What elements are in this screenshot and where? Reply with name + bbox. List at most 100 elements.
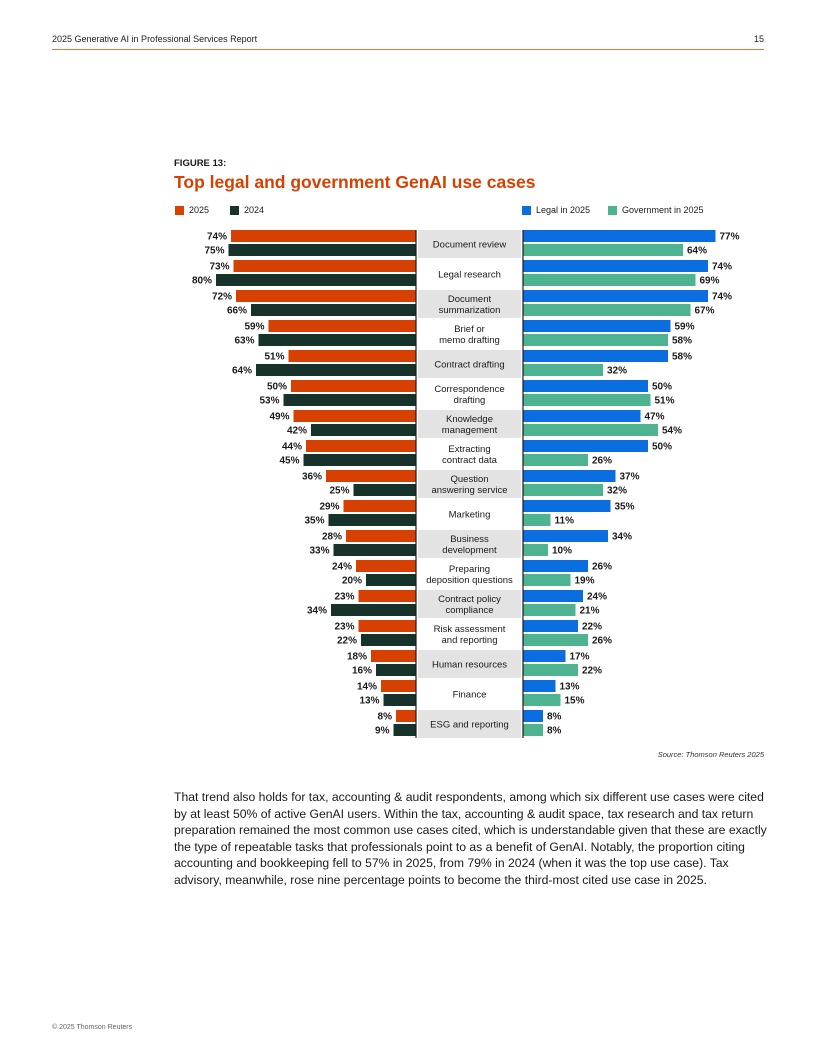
- value-label-legal-in-2025-correspondence-drafting: 50%: [652, 382, 672, 393]
- bar-legal-in-2025-marketing: [523, 500, 611, 512]
- bar-2025-document-review: [231, 230, 416, 242]
- value-label-government-in-2025-preparing-deposition-questions: 19%: [575, 576, 595, 587]
- legend-label-legal: Legal in 2025: [536, 205, 591, 215]
- category-cell-brief-or-memo-drafting: [418, 320, 521, 348]
- category-label-marketing: Marketing: [449, 510, 491, 521]
- bar-legal-in-2025-contract-drafting: [523, 350, 668, 362]
- value-label-2025-contract-drafting: 51%: [264, 352, 284, 363]
- category-label-line: ESG and reporting: [430, 720, 509, 731]
- bar-2025-legal-research: [233, 260, 416, 272]
- value-label-government-in-2025-knowledge-management: 54%: [662, 426, 682, 437]
- value-label-legal-in-2025-question-answering-service: 37%: [620, 472, 640, 483]
- value-label-2024-preparing-deposition-questions: 20%: [342, 576, 362, 587]
- value-label-2024-finance: 13%: [359, 696, 379, 707]
- category-label-line: Knowledge: [446, 414, 493, 425]
- bar-legal-in-2025-business-development: [523, 530, 608, 542]
- bar-government-in-2025-correspondence-drafting: [523, 394, 651, 406]
- category-cell-document-summarization: [418, 290, 521, 318]
- category-label-document-summarization: Document summarization: [439, 294, 501, 316]
- bar-government-in-2025-contract-drafting: [523, 364, 603, 376]
- category-label-correspondence-drafting: Correspondence drafting: [434, 384, 504, 406]
- bar-legal-in-2025-preparing-deposition-questions: [523, 560, 588, 572]
- bar-government-in-2025-marketing: [523, 514, 551, 526]
- bar-legal-in-2025-finance: [523, 680, 556, 692]
- value-label-legal-in-2025-brief-or-memo-drafting: 59%: [675, 322, 695, 333]
- bar-government-in-2025-knowledge-management: [523, 424, 658, 436]
- value-label-legal-in-2025-knowledge-management: 47%: [645, 412, 665, 423]
- value-label-2025-finance: 14%: [357, 682, 377, 693]
- value-label-2024-human-resources: 16%: [352, 666, 372, 677]
- category-label-contract-policy-compliance: Contract policy compliance: [438, 594, 501, 616]
- category-label-line: Legal research: [438, 270, 501, 281]
- value-label-2024-question-answering-service: 25%: [329, 486, 349, 497]
- category-cell-contract-policy-compliance: [418, 590, 521, 618]
- value-label-government-in-2025-marketing: 11%: [555, 516, 575, 527]
- category-label-line: memo drafting: [439, 335, 500, 346]
- value-label-2025-brief-or-memo-drafting: 59%: [244, 322, 264, 333]
- category-label-line: management: [442, 425, 498, 436]
- bar-government-in-2025-brief-or-memo-drafting: [523, 334, 668, 346]
- header-divider: [52, 49, 764, 50]
- value-label-2024-extracting-contract-data: 45%: [279, 456, 299, 467]
- category-cell-contract-drafting: [418, 350, 521, 378]
- value-label-legal-in-2025-legal-research: 74%: [712, 262, 732, 273]
- bar-legal-in-2025-question-answering-service: [523, 470, 616, 482]
- value-label-government-in-2025-contract-policy-compliance: 21%: [580, 606, 600, 617]
- bar-2024-brief-or-memo-drafting: [258, 334, 416, 346]
- bar-government-in-2025-risk-assessment-and-reporting: [523, 634, 588, 646]
- bar-government-in-2025-document-review: [523, 244, 683, 256]
- value-label-2025-preparing-deposition-questions: 24%: [332, 562, 352, 573]
- category-label-risk-assessment-and-reporting: Risk assessment and reporting: [434, 624, 506, 646]
- bar-legal-in-2025-esg-and-reporting: [523, 710, 543, 722]
- figure-label: FIGURE 13:: [174, 158, 227, 169]
- value-label-2025-question-answering-service: 36%: [302, 472, 322, 483]
- bar-2025-marketing: [343, 500, 416, 512]
- category-label-line: development: [442, 545, 497, 556]
- value-label-government-in-2025-finance: 15%: [565, 696, 585, 707]
- category-label-document-review: Document review: [433, 240, 507, 251]
- value-label-2025-risk-assessment-and-reporting: 23%: [334, 622, 354, 633]
- bar-legal-in-2025-human-resources: [523, 650, 566, 662]
- legend-swatch-legal: [522, 205, 531, 215]
- value-label-2024-document-summarization: 66%: [227, 306, 247, 317]
- copyright-footer: © 2025 Thomson Reuters: [52, 1024, 133, 1031]
- bar-2025-human-resources: [371, 650, 416, 662]
- value-label-legal-in-2025-contract-drafting: 58%: [672, 352, 692, 363]
- bar-2024-question-answering-service: [353, 484, 416, 496]
- bar-2025-extracting-contract-data: [306, 440, 416, 452]
- value-label-legal-in-2025-contract-policy-compliance: 24%: [587, 592, 607, 603]
- bar-2024-business-development: [333, 544, 416, 556]
- value-label-2024-contract-drafting: 64%: [232, 366, 252, 377]
- category-label-line: Correspondence: [434, 384, 504, 395]
- value-label-government-in-2025-esg-and-reporting: 8%: [547, 726, 562, 737]
- bar-2025-correspondence-drafting: [291, 380, 416, 392]
- legend-label-2025: 2025: [189, 205, 210, 215]
- value-label-government-in-2025-contract-drafting: 32%: [607, 366, 627, 377]
- value-label-legal-in-2025-human-resources: 17%: [570, 652, 590, 663]
- value-label-2025-human-resources: 18%: [347, 652, 367, 663]
- category-label-business-development: Business development: [442, 534, 497, 556]
- value-label-legal-in-2025-preparing-deposition-questions: 26%: [592, 562, 612, 573]
- category-cell-esg-and-reporting: [418, 710, 521, 738]
- value-label-2024-document-review: 75%: [204, 246, 224, 257]
- page-header: 2025 Generative AI in Professional Servi…: [52, 34, 764, 50]
- category-label-contract-drafting: Contract drafting: [434, 360, 504, 371]
- bar-2024-contract-drafting: [256, 364, 416, 376]
- bar-2024-document-review: [228, 244, 416, 256]
- bar-legal-in-2025-contract-policy-compliance: [523, 590, 583, 602]
- category-label-line: Document: [448, 294, 492, 305]
- legend-swatch-2024: [230, 205, 239, 215]
- value-label-legal-in-2025-document-review: 77%: [720, 232, 740, 243]
- category-label-line: Finance: [453, 690, 487, 701]
- bar-government-in-2025-esg-and-reporting: [523, 724, 543, 736]
- value-label-government-in-2025-extracting-contract-data: 26%: [592, 456, 612, 467]
- category-label-line: Business: [450, 534, 489, 545]
- value-label-2024-correspondence-drafting: 53%: [259, 396, 279, 407]
- bar-2024-document-summarization: [251, 304, 416, 316]
- category-cell-legal-research: [418, 260, 521, 288]
- bar-2024-correspondence-drafting: [283, 394, 416, 406]
- bar-2025-risk-assessment-and-reporting: [358, 620, 416, 632]
- value-label-2024-risk-assessment-and-reporting: 22%: [337, 636, 357, 647]
- bar-2024-esg-and-reporting: [393, 724, 416, 736]
- category-label-extracting-contract-data: Extracting contract data: [442, 444, 498, 466]
